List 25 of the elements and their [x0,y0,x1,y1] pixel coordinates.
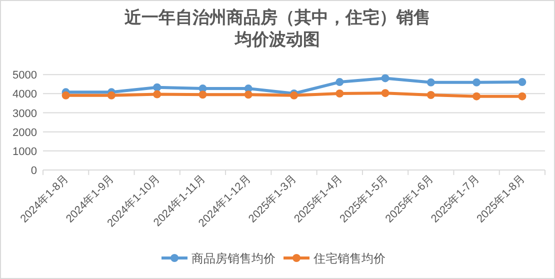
point [336,78,344,86]
point [426,91,435,100]
y-tick-label: 2000 [12,126,37,139]
point [518,78,526,86]
y-tick-label: 4000 [12,88,37,101]
point [336,89,344,98]
point [244,90,252,99]
point [107,91,116,100]
chart-title: 近一年自治州商品房（其中，住宅）销售均价波动图 [124,8,430,49]
point [153,90,162,98]
point [381,74,390,82]
y-tick-label: 5000 [12,70,37,82]
point [198,90,207,99]
point [472,78,481,86]
y-tick-label: 1000 [12,146,37,158]
point [381,89,390,98]
point [518,92,526,100]
legend-label: 商品房销售均价 [192,252,276,266]
point [62,91,70,100]
y-tick-label: 0 [30,165,37,177]
legend-label: 住宅销售均价 [312,252,386,266]
point [426,78,435,86]
y-tick-label: 3000 [12,108,37,120]
point [472,92,481,100]
point [153,83,162,92]
